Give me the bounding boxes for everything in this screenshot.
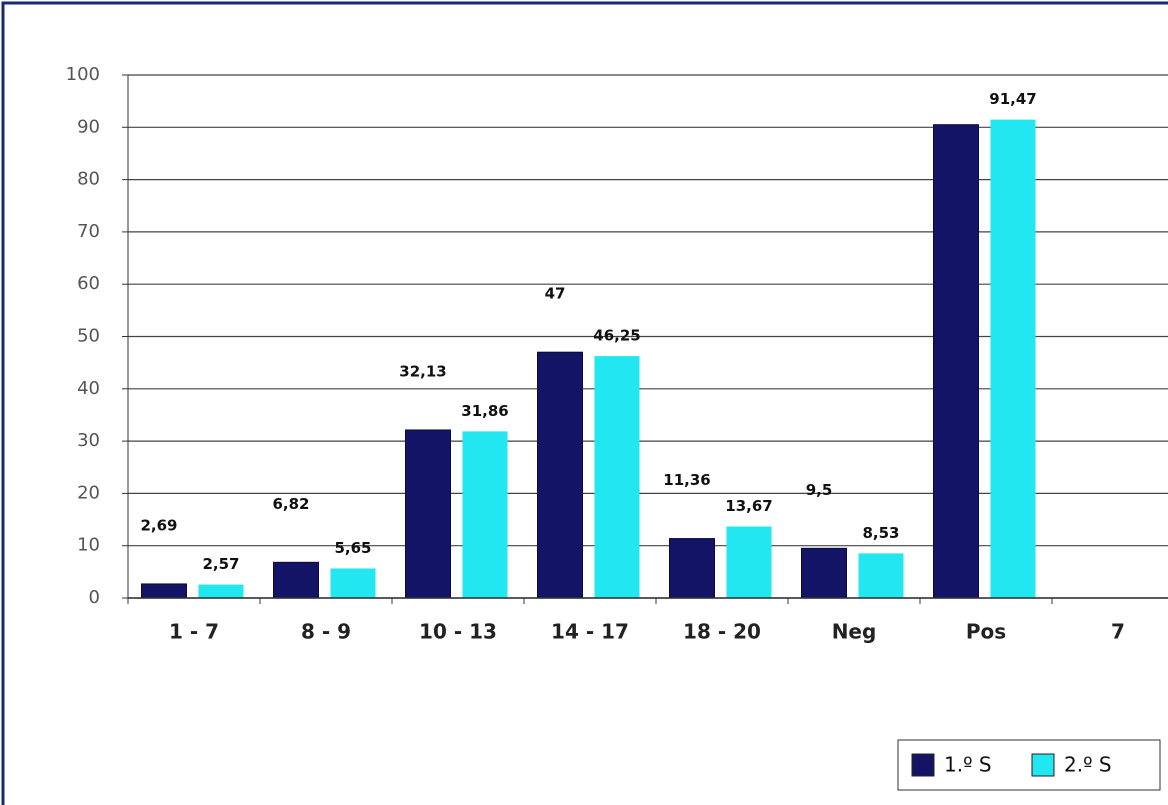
data-label: 2,57 xyxy=(202,555,239,573)
x-tick-label: 7 xyxy=(1111,620,1125,644)
legend-label: 1.º S xyxy=(944,753,992,777)
x-tick-label: 14 - 17 xyxy=(551,620,629,644)
y-tick-label: 80 xyxy=(77,169,100,190)
bar xyxy=(273,561,319,599)
bar xyxy=(330,568,376,598)
legend-box xyxy=(897,739,1161,791)
data-label: 46,25 xyxy=(593,327,640,345)
data-label: 9,5 xyxy=(806,481,833,499)
bar xyxy=(801,547,847,599)
y-tick-label: 50 xyxy=(77,326,100,347)
legend-swatch xyxy=(911,753,935,777)
data-label: 91,47 xyxy=(989,90,1036,108)
y-tick-label: 20 xyxy=(77,482,100,503)
bar xyxy=(141,583,187,599)
bar xyxy=(405,429,451,599)
data-label: 47 xyxy=(545,285,566,303)
bar xyxy=(594,356,640,598)
bar xyxy=(933,124,979,599)
data-label: 11,36 xyxy=(663,471,710,489)
legend-label: 2.º S xyxy=(1064,753,1112,777)
y-tick-label: 0 xyxy=(89,587,100,608)
y-tick-label: 40 xyxy=(77,378,100,399)
x-tick-label: 18 - 20 xyxy=(683,620,761,644)
data-label: 2,69 xyxy=(140,516,177,534)
y-tick-label: 60 xyxy=(77,273,100,294)
y-tick-label: 30 xyxy=(77,430,100,451)
legend-swatch xyxy=(1031,753,1055,777)
x-tick-label: Pos xyxy=(966,620,1006,644)
bar xyxy=(537,351,583,599)
x-tick-label: 10 - 13 xyxy=(419,620,497,644)
data-label: 31,86 xyxy=(461,402,508,420)
y-tick-label: 70 xyxy=(77,221,100,242)
data-label: 32,13 xyxy=(399,362,446,380)
x-tick-label: 8 - 9 xyxy=(301,620,351,644)
bar xyxy=(726,526,772,598)
bar xyxy=(198,584,244,598)
bar xyxy=(858,553,904,598)
data-label: 8,53 xyxy=(862,524,899,542)
data-label: 6,82 xyxy=(272,495,309,513)
bar xyxy=(462,431,508,598)
y-tick-label: 90 xyxy=(77,116,100,137)
x-tick-label: Neg xyxy=(832,620,877,644)
data-label: 13,67 xyxy=(725,497,772,515)
bar xyxy=(990,119,1036,598)
x-tick-label: 1 - 7 xyxy=(169,620,219,644)
y-tick-label: 100 xyxy=(66,64,100,85)
data-label: 5,65 xyxy=(334,539,371,557)
bar xyxy=(669,538,715,599)
y-tick-label: 10 xyxy=(77,535,100,556)
